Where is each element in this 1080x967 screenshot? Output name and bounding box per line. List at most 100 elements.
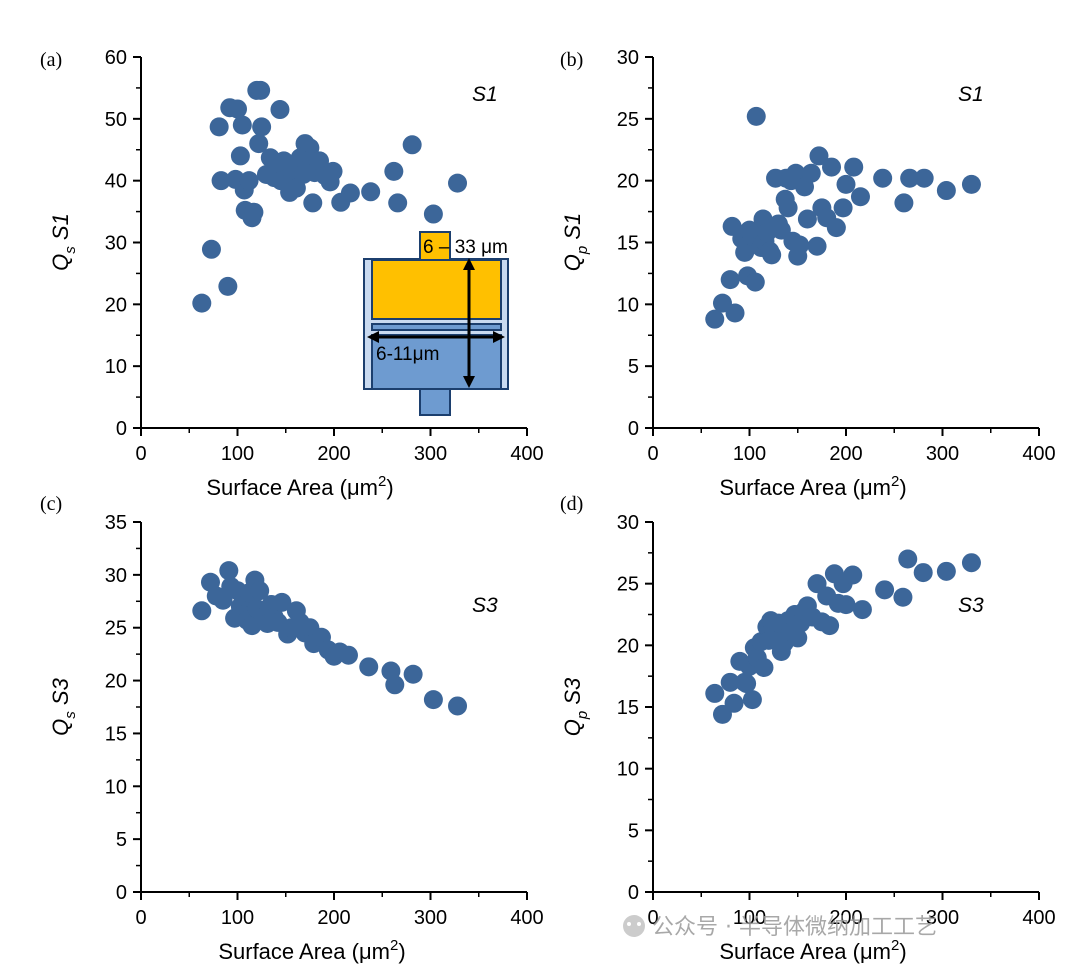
data-point [807,236,827,256]
y-tick-label: 10 [105,776,127,798]
y-tick-label: 0 [628,418,639,440]
y-tick-label: 35 [105,512,127,534]
data-point [936,181,956,201]
annotation-a: S1 [472,83,498,106]
y-tick-label: 0 [116,418,127,440]
x-tick-label: 100 [221,443,254,465]
data-point [936,561,956,581]
watermark-text: 公众号 · 半导体微纳加工工艺 [652,915,937,940]
x-tick-label: 300 [414,443,447,465]
data-point [850,187,870,207]
annotation-b: S1 [958,83,984,106]
inset-bottom-contact [419,388,451,416]
y-tick-label: 20 [105,294,127,316]
y-tick-label: 50 [105,109,127,131]
inset-arrowhead-up [463,258,475,270]
data-point [746,106,766,126]
data-point [340,183,360,203]
data-point [737,674,757,694]
y-axis-label: Qs S1 [48,213,79,271]
data-point [323,161,343,181]
x-tick-label: 200 [317,443,350,465]
data-point [961,553,981,573]
data-point [423,690,443,710]
inset-arrowhead-left [367,331,379,343]
x-tick-label: 400 [1022,443,1055,465]
data-point [249,134,269,154]
data-point [844,157,864,177]
y-tick-label: 0 [116,882,127,904]
x-tick-label: 0 [647,907,658,929]
data-point [720,270,740,290]
data-point [209,117,229,137]
data-point [361,182,381,202]
data-point [720,672,740,692]
data-point [724,693,744,713]
panel-label-d: (d) [560,493,583,515]
data-point [836,595,856,615]
panel-b: 0 100 200 300 400 0 5 10 15 20 25 30 Surface Area (μ… [560,47,1056,500]
data-point [244,202,264,222]
data-point [843,565,863,585]
y-axis-label: Qp S1 [560,213,591,272]
y-tick-label: 10 [105,356,127,378]
y-axis-label: Qs S3 [48,677,79,735]
data-point [745,272,765,292]
data-point [423,204,443,224]
wechat-icon [623,915,645,937]
x-axis-label: Surface Area (μm2) [218,937,405,964]
inset-width-label: 6-11μm [376,344,439,365]
x-tick-label: 200 [829,443,862,465]
data-point [961,174,981,194]
data-point [252,117,272,137]
data-point [218,276,238,296]
inset-middle-layer [371,323,502,331]
data-point [742,690,762,710]
y-tick-label: 10 [617,294,639,316]
x-tick-label: 400 [1022,907,1055,929]
data-point [705,309,725,329]
y-tick-label: 30 [617,47,639,69]
x-tick-label: 400 [510,907,543,929]
y-tick-label: 25 [617,109,639,131]
y-tick-label: 0 [628,882,639,904]
data-point [705,683,725,703]
y-tick-label: 20 [105,671,127,693]
data-point [762,245,782,265]
y-tick-label: 5 [628,820,639,842]
y-tick-label: 30 [105,565,127,587]
watermark: 公众号 · 半导体微纳加工工艺 [623,915,937,940]
x-tick-label: 0 [135,907,146,929]
y-tick-label: 5 [628,356,639,378]
data-point [852,600,872,620]
data-point [228,99,247,119]
inset-arrowhead-down [463,376,475,388]
x-tick-label: 300 [926,907,959,929]
data-point [230,146,250,166]
data-point [448,696,468,716]
data-point [338,645,358,665]
data-point [402,135,422,155]
panel-label-c: (c) [40,493,62,515]
y-tick-label: 40 [105,171,127,193]
x-tick-label: 0 [647,443,658,465]
y-tick-label: 30 [105,233,127,255]
data-point [809,146,829,166]
x-tick-label: 100 [221,907,254,929]
data-point [894,193,914,213]
data-point [192,293,212,313]
annotation-d: S3 [958,594,984,617]
data-point [900,168,920,188]
y-tick-label: 15 [105,723,127,745]
y-tick-label: 30 [617,512,639,534]
inset-height-label: 6 – 33 μm [423,237,508,258]
data-point [836,174,856,194]
data-point [801,163,821,183]
data-point [201,239,221,259]
x-tick-label: 300 [926,443,959,465]
x-tick-label: 0 [135,443,146,465]
data-point [790,235,810,255]
x-tick-label: 400 [510,443,543,465]
data-point [385,675,405,695]
data-point [272,592,292,612]
